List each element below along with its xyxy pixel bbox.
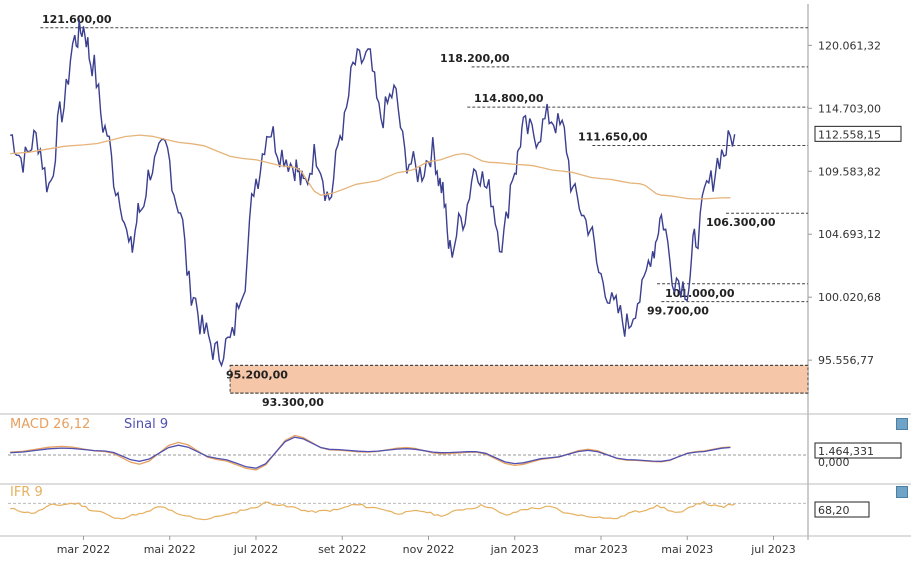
macd-zero-tick-label: 0,000 (818, 456, 850, 469)
macd-value-box (814, 442, 902, 459)
x-tick-label: jan 2023 (490, 543, 539, 556)
y-tick-label: 114.703,00 (818, 102, 881, 115)
x-tick-label: mar 2023 (574, 543, 627, 556)
level-label: 106.300,00 (706, 216, 776, 229)
signal-line (10, 436, 731, 469)
rsi-panel-menu-button[interactable] (896, 486, 908, 498)
moving-average-line (10, 134, 731, 200)
y-tick-label: 120.061,32 (818, 39, 881, 52)
price-line (10, 19, 736, 368)
macd-legend: MACD 26,12 (10, 417, 90, 432)
y-tick-label: 100.020,68 (818, 291, 881, 304)
macd-line (10, 434, 731, 471)
level-label: 114.800,00 (474, 92, 544, 105)
level-label: 121.600,00 (42, 13, 112, 26)
last-price-label: 112.558,15 (818, 128, 881, 141)
x-tick-label: nov 2022 (403, 543, 455, 556)
x-tick-label: set 2022 (318, 543, 366, 556)
level-label: 111.650,00 (578, 131, 648, 144)
x-tick-label: mai 2023 (661, 543, 713, 556)
y-tick-label: 95.556,77 (818, 354, 874, 367)
rsi-value-label: 68,20 (818, 504, 850, 517)
x-tick-label: jul 2022 (233, 543, 279, 556)
macd-value-label: 1.464,331 (818, 445, 874, 458)
rsi-legend: IFR 9 (10, 485, 43, 500)
rsi-value-box (814, 501, 870, 518)
level-label: 99.700,00 (647, 305, 709, 318)
y-tick-label: 109.583,82 (818, 165, 881, 178)
level-label: 95.200,00 (226, 368, 288, 381)
rsi-line (10, 500, 735, 521)
last-price-box (814, 125, 902, 142)
price-panel-menu-button[interactable] (896, 418, 908, 430)
support-zone (229, 364, 809, 394)
x-tick-label: mar 2022 (57, 543, 110, 556)
y-tick-label: 104.693,12 (818, 228, 881, 241)
signal-legend: Sinal 9 (124, 417, 168, 432)
x-tick-label: jul 2023 (750, 543, 796, 556)
level-label: 118.200,00 (440, 52, 510, 65)
x-tick-label: mai 2022 (144, 543, 196, 556)
level-label: 93.300,00 (262, 396, 324, 409)
